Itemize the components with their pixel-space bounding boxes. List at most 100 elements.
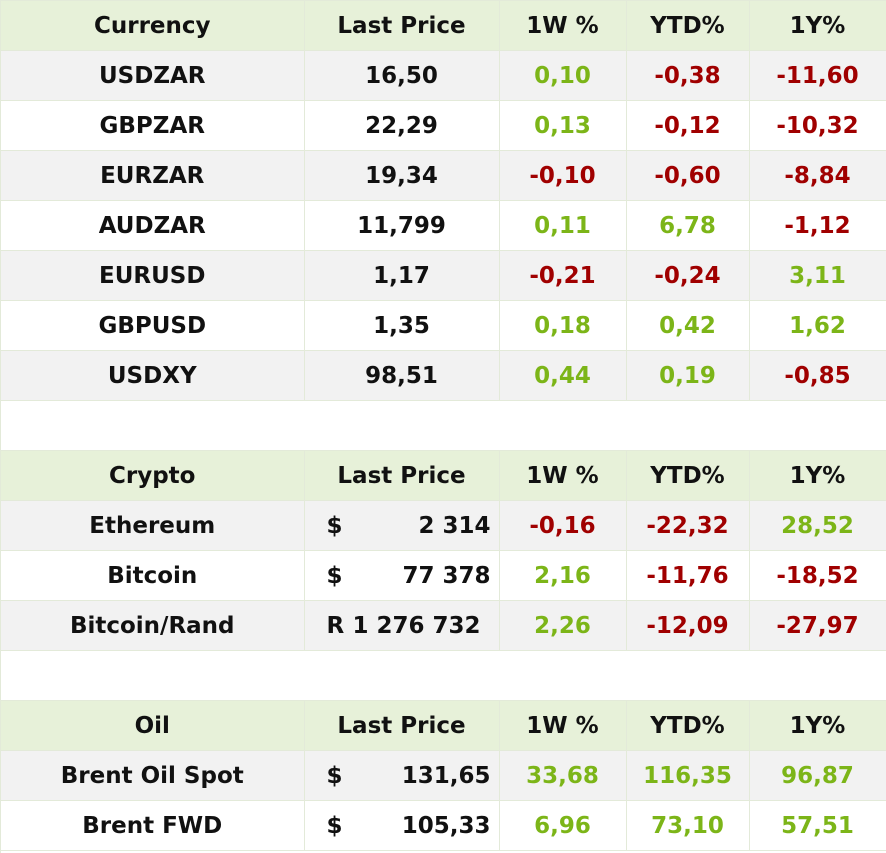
currency-symbol: $ <box>326 512 343 539</box>
section-spacer <box>1 650 886 701</box>
change-ytd: -0,12 <box>626 100 750 151</box>
currency-symbol: $ <box>326 812 343 839</box>
last-price: R 1 276 732 <box>304 600 500 651</box>
table-row: GBPUSD 1,35 0,18 0,42 1,62 <box>1 300 886 351</box>
table-row: GBPZAR 22,29 0,13 -0,12 -10,32 <box>1 100 886 151</box>
table-row: Bitcoin/Rand R 1 276 732 2,26 -12,09 -27… <box>1 600 886 651</box>
change-1y: 3,11 <box>749 250 886 301</box>
instrument-name: GBPZAR <box>1 100 305 151</box>
change-1y: 96,87 <box>749 750 886 801</box>
change-ytd: -0,38 <box>626 50 750 101</box>
change-ytd: 73,10 <box>626 800 750 851</box>
price-amount: 131,65 <box>401 762 491 789</box>
change-1w: 0,10 <box>499 50 627 101</box>
table-row: USDXY 98,51 0,44 0,19 -0,85 <box>1 350 886 401</box>
change-1w: -0,21 <box>499 250 627 301</box>
change-1w: 2,26 <box>499 600 627 651</box>
header-cell: 1Y% <box>749 700 886 751</box>
last-price: $ 77 378 <box>304 550 500 601</box>
header-cell: 1W % <box>499 700 627 751</box>
change-1y: -1,12 <box>749 200 886 251</box>
last-price: 1,35 <box>304 300 500 351</box>
last-price: 22,29 <box>304 100 500 151</box>
header-cell: 1W % <box>499 450 627 501</box>
change-ytd: 0,42 <box>626 300 750 351</box>
change-1y: 1,62 <box>749 300 886 351</box>
change-ytd: -22,32 <box>626 500 750 551</box>
currency-header-row: Currency Last Price 1W % YTD% 1Y% <box>1 1 886 51</box>
header-cell: Last Price <box>304 700 500 751</box>
header-cell: 1Y% <box>749 450 886 501</box>
last-price: 98,51 <box>304 350 500 401</box>
price-amount: 105,33 <box>401 812 491 839</box>
change-ytd: -0,24 <box>626 250 750 301</box>
instrument-name: AUDZAR <box>1 200 305 251</box>
last-price: 11,799 <box>304 200 500 251</box>
header-cell: YTD% <box>626 1 750 51</box>
change-1y: 57,51 <box>749 800 886 851</box>
change-1y: -10,32 <box>749 100 886 151</box>
instrument-name: Bitcoin/Rand <box>1 600 305 651</box>
change-ytd: 116,35 <box>626 750 750 801</box>
change-1w: 6,96 <box>499 800 627 851</box>
change-1y: -8,84 <box>749 150 886 201</box>
change-ytd: 0,19 <box>626 350 750 401</box>
header-cell: Last Price <box>304 450 500 501</box>
header-cell: Currency <box>1 1 305 51</box>
header-cell: Crypto <box>1 450 305 501</box>
change-1w: 0,18 <box>499 300 627 351</box>
change-1y: -11,60 <box>749 50 886 101</box>
change-1y: -27,97 <box>749 600 886 651</box>
change-1w: 0,13 <box>499 100 627 151</box>
table-row: Ethereum $ 2 314 -0,16 -22,32 28,52 <box>1 500 886 551</box>
table-row: Brent FWD $ 105,33 6,96 73,10 57,51 <box>1 800 886 851</box>
price-amount: 2 314 <box>418 512 491 539</box>
last-price: $ 2 314 <box>304 500 500 551</box>
instrument-name: GBPUSD <box>1 300 305 351</box>
change-1w: 2,16 <box>499 550 627 601</box>
instrument-name: Bitcoin <box>1 550 305 601</box>
section-spacer <box>1 400 886 451</box>
table-row: EURZAR 19,34 -0,10 -0,60 -8,84 <box>1 150 886 201</box>
change-ytd: 6,78 <box>626 200 750 251</box>
instrument-name: USDZAR <box>1 50 305 101</box>
change-1y: -18,52 <box>749 550 886 601</box>
change-1w: -0,16 <box>499 500 627 551</box>
currency-symbol: $ <box>326 562 343 589</box>
header-cell: YTD% <box>626 450 750 501</box>
price-amount: 1 276 732 <box>352 612 481 639</box>
header-cell: Last Price <box>304 1 500 51</box>
last-price: $ 131,65 <box>304 750 500 801</box>
table-row: EURUSD 1,17 -0,21 -0,24 3,11 <box>1 250 886 301</box>
change-1w: 0,44 <box>499 350 627 401</box>
instrument-name: Brent FWD <box>1 800 305 851</box>
instrument-name: Ethereum <box>1 500 305 551</box>
change-1w: 33,68 <box>499 750 627 801</box>
header-cell: 1W % <box>499 1 627 51</box>
currency-symbol: R <box>326 612 345 639</box>
change-1w: 0,11 <box>499 200 627 251</box>
crypto-header-row: Crypto Last Price 1W % YTD% 1Y% <box>1 450 886 501</box>
change-ytd: -0,60 <box>626 150 750 201</box>
table-row: AUDZAR 11,799 0,11 6,78 -1,12 <box>1 200 886 251</box>
instrument-name: EURUSD <box>1 250 305 301</box>
spacer-cell <box>1 400 886 451</box>
table-row: Bitcoin $ 77 378 2,16 -11,76 -18,52 <box>1 550 886 601</box>
change-ytd: -12,09 <box>626 600 750 651</box>
instrument-name: EURZAR <box>1 150 305 201</box>
header-cell: YTD% <box>626 700 750 751</box>
table-row: USDZAR 16,50 0,10 -0,38 -11,60 <box>1 50 886 101</box>
last-price: 16,50 <box>304 50 500 101</box>
change-1y: 28,52 <box>749 500 886 551</box>
last-price: 1,17 <box>304 250 500 301</box>
header-cell: Oil <box>1 700 305 751</box>
spacer-cell <box>1 650 886 701</box>
header-cell: 1Y% <box>749 1 886 51</box>
last-price: $ 105,33 <box>304 800 500 851</box>
change-1w: -0,10 <box>499 150 627 201</box>
oil-header-row: Oil Last Price 1W % YTD% 1Y% <box>1 700 886 751</box>
change-1y: -0,85 <box>749 350 886 401</box>
price-amount: 77 378 <box>402 562 491 589</box>
